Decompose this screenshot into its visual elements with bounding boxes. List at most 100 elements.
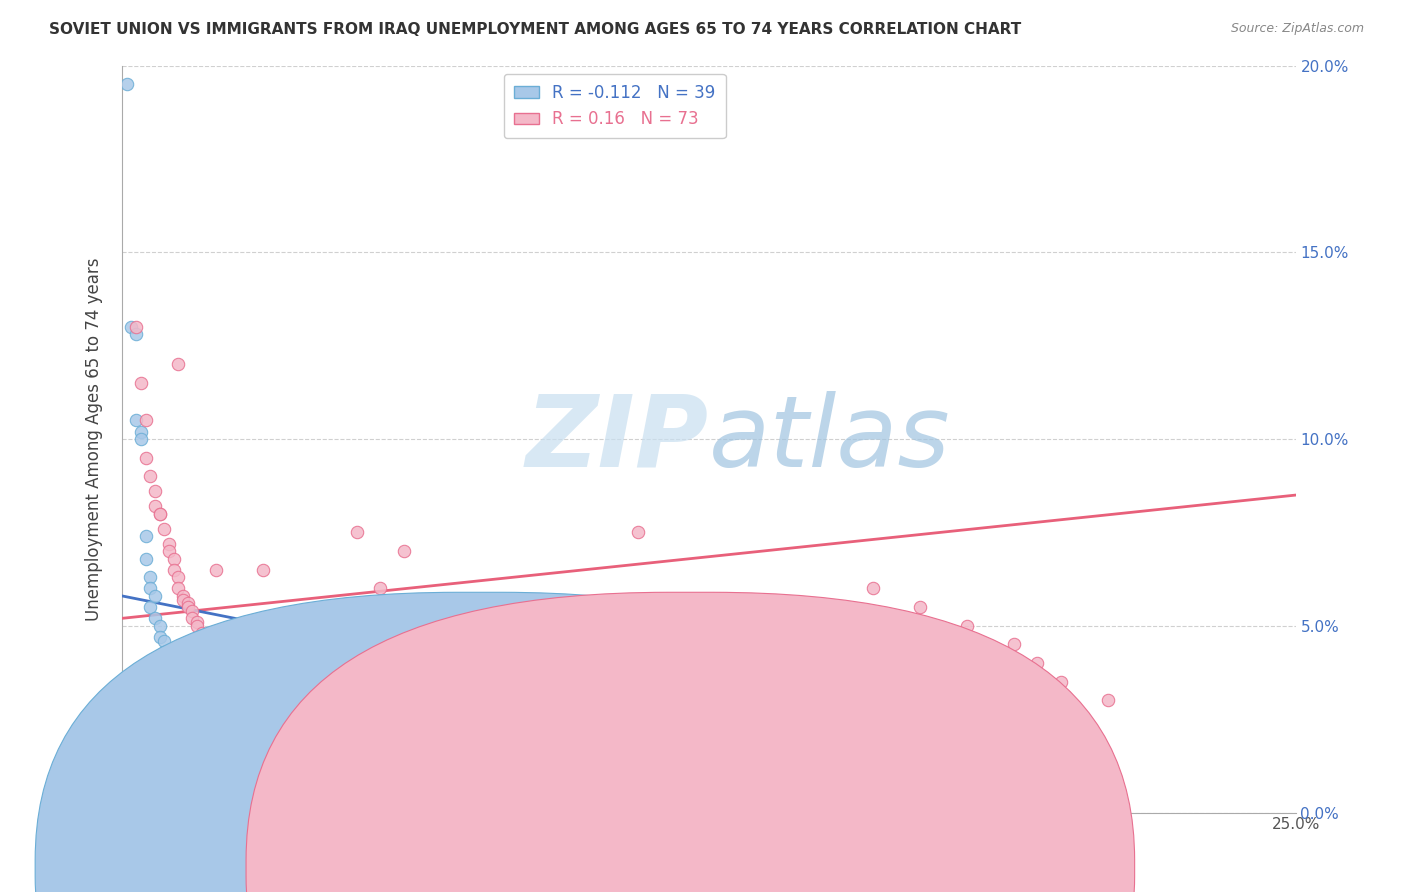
- Point: [205, 645, 228, 659]
- Point: [157, 544, 180, 558]
- Point: [149, 619, 172, 633]
- Point: [290, 705, 312, 719]
- Point: [125, 327, 148, 342]
- Point: [219, 667, 242, 681]
- Point: [134, 551, 156, 566]
- Point: [134, 450, 156, 465]
- Point: [181, 708, 204, 723]
- Text: Source: ZipAtlas.com: Source: ZipAtlas.com: [1230, 22, 1364, 36]
- Text: Immigrants from Iraq: Immigrants from Iraq: [720, 861, 883, 875]
- Point: [120, 320, 142, 334]
- Point: [1026, 656, 1049, 670]
- Point: [157, 648, 180, 663]
- Point: [368, 582, 391, 596]
- Point: [186, 712, 208, 726]
- Point: [163, 679, 186, 693]
- Point: [209, 656, 232, 670]
- Point: [139, 469, 162, 483]
- Point: [200, 641, 222, 656]
- Point: [205, 742, 228, 756]
- Point: [214, 660, 236, 674]
- Point: [1097, 693, 1119, 707]
- Point: [233, 679, 256, 693]
- Point: [186, 615, 208, 629]
- Point: [200, 739, 222, 753]
- Point: [581, 690, 603, 704]
- Point: [252, 563, 274, 577]
- Point: [163, 563, 186, 577]
- Point: [167, 570, 190, 584]
- Point: [143, 611, 166, 625]
- Point: [209, 746, 232, 760]
- Point: [252, 693, 274, 707]
- Point: [721, 686, 744, 700]
- Point: [290, 772, 312, 786]
- Point: [134, 529, 156, 543]
- Point: [346, 715, 368, 730]
- Point: [186, 619, 208, 633]
- Y-axis label: Unemployment Among Ages 65 to 74 years: Unemployment Among Ages 65 to 74 years: [86, 257, 103, 621]
- Point: [153, 522, 176, 536]
- Point: [862, 582, 884, 596]
- Point: [143, 484, 166, 499]
- Point: [172, 693, 194, 707]
- Point: [956, 619, 979, 633]
- Point: [139, 582, 162, 596]
- Point: [125, 413, 148, 427]
- Point: [191, 626, 214, 640]
- Point: [186, 715, 208, 730]
- Point: [463, 727, 485, 741]
- Point: [392, 544, 415, 558]
- Point: [139, 570, 162, 584]
- Point: [228, 756, 250, 771]
- Point: [721, 749, 744, 764]
- Point: [651, 742, 673, 756]
- Point: [195, 731, 218, 745]
- Point: [214, 753, 236, 767]
- Point: [346, 525, 368, 540]
- Point: [149, 630, 172, 644]
- Point: [1002, 638, 1025, 652]
- Point: [298, 708, 321, 723]
- Point: [238, 682, 260, 697]
- Text: atlas: atlas: [709, 391, 950, 488]
- Point: [167, 682, 190, 697]
- Point: [181, 611, 204, 625]
- Text: ZIP: ZIP: [526, 391, 709, 488]
- Point: [195, 633, 218, 648]
- Point: [181, 604, 204, 618]
- Point: [262, 697, 284, 711]
- Point: [153, 633, 176, 648]
- Point: [815, 756, 838, 771]
- Point: [228, 674, 250, 689]
- Point: [322, 712, 344, 726]
- Point: [276, 701, 298, 715]
- Point: [163, 551, 186, 566]
- Point: [205, 563, 228, 577]
- Point: [440, 723, 463, 738]
- Point: [177, 600, 200, 615]
- Point: [533, 734, 555, 748]
- Point: [157, 656, 180, 670]
- Point: [139, 600, 162, 615]
- Legend: R = -0.112   N = 39, R = 0.16   N = 73: R = -0.112 N = 39, R = 0.16 N = 73: [505, 74, 725, 138]
- Point: [167, 690, 190, 704]
- Point: [177, 596, 200, 610]
- Point: [224, 671, 246, 685]
- Point: [673, 746, 696, 760]
- Point: [908, 600, 931, 615]
- Point: [143, 589, 166, 603]
- Text: SOVIET UNION VS IMMIGRANTS FROM IRAQ UNEMPLOYMENT AMONG AGES 65 TO 74 YEARS CORR: SOVIET UNION VS IMMIGRANTS FROM IRAQ UNE…: [49, 22, 1022, 37]
- Point: [195, 630, 218, 644]
- Point: [252, 761, 274, 775]
- Text: Soviet Union: Soviet Union: [509, 861, 606, 875]
- Point: [1050, 674, 1073, 689]
- Point: [486, 731, 509, 745]
- Point: [163, 671, 186, 685]
- Point: [157, 536, 180, 550]
- Point: [149, 507, 172, 521]
- Point: [129, 376, 152, 390]
- Point: [191, 723, 214, 738]
- Point: [242, 686, 264, 700]
- Point: [205, 648, 228, 663]
